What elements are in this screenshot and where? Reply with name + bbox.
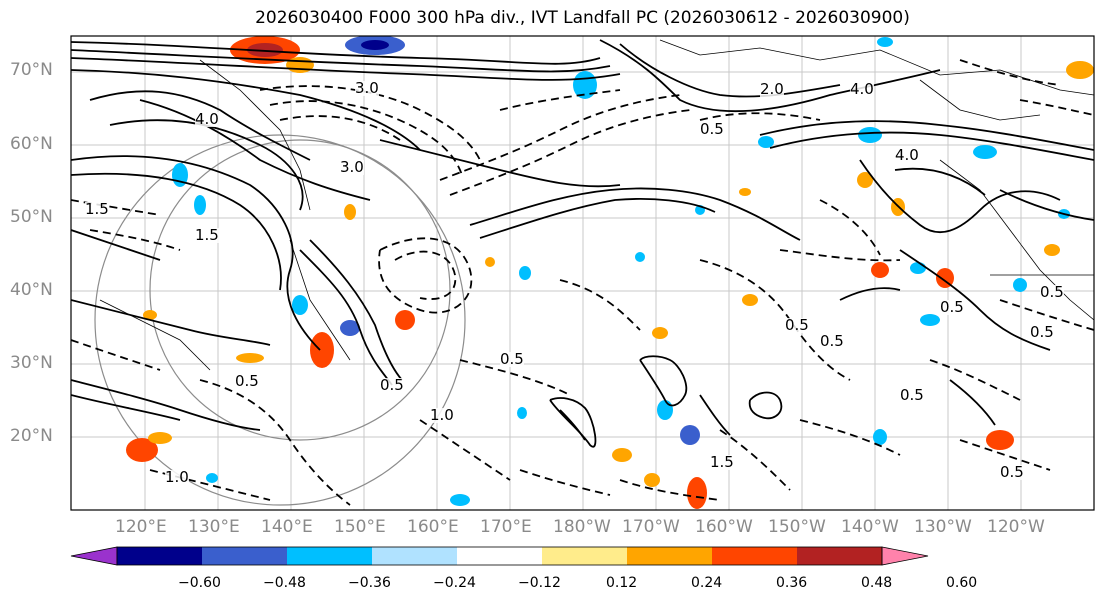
colorbar-box [457,547,542,565]
contour-label: 0.5 [380,376,404,394]
lat-label-50n: 50°N [10,207,53,227]
colorbar-tick: 0.24 [691,575,723,591]
contour-label: 2.0 [760,80,784,98]
contour-label: 4.0 [895,146,919,164]
colorbar-box [372,547,457,565]
lon-label-140e: 140°E [261,517,313,537]
contour-label: 4.0 [850,80,874,98]
contour-label: 1.5 [710,453,734,471]
colorbar-frame [116,546,883,566]
lon-label-150e: 150°E [334,517,386,537]
contour-label: 1.0 [430,406,454,424]
map-title: 2026030400 F000 300 hPa div., IVT Landfa… [255,8,910,28]
colorbar-box [797,547,882,565]
lon-label-130e: 130°E [188,517,240,537]
contour-label: 1.5 [85,200,109,218]
colorbar-tick: −0.12 [518,575,561,591]
contour-label: 0.5 [820,332,844,350]
gray-circle-overlay [94,134,466,506]
divergence-contours-dashed [71,59,1094,506]
ivt-contours-solid [71,39,1094,448]
contour-label: 0.5 [1030,323,1054,341]
colorbar-tick: 0.48 [861,575,893,591]
lon-label-120e: 120°E [115,517,167,537]
lon-label-160e: 160°E [407,517,459,537]
lon-label-160w: 160°W [695,517,753,537]
map-frame [70,35,1095,511]
colorbar-tick: 0.36 [776,575,808,591]
contour-label: 1.0 [165,468,189,486]
lon-label-170e: 170°E [480,517,532,537]
contour-label: 0.5 [940,298,964,316]
lon-label-140w: 140°W [841,517,899,537]
colorbar-tick: −0.24 [433,575,476,591]
lon-label-170w: 170°W [622,517,680,537]
colorbar-box [712,547,797,565]
lat-label-70n: 70°N [10,60,53,80]
colorbar-tick: 0.60 [946,575,978,591]
colorbar [70,546,929,566]
lon-label-150w: 150°W [768,517,826,537]
colorbar-box [287,547,372,565]
colorbar-extend-low [70,546,118,566]
colorbar-tick: 0.12 [606,575,638,591]
colorbar-box [542,547,627,565]
contour-label: 0.5 [900,386,924,404]
coastline [99,39,1094,371]
lon-label-180w: 180°W [553,517,611,537]
contour-label: 4.0 [195,110,219,128]
contour-label: 3.0 [340,158,364,176]
lat-label-40n: 40°N [10,280,53,300]
colorbar-box [627,547,712,565]
colorbar-tick: −0.60 [178,575,221,591]
contour-label: 0.5 [235,372,259,390]
colorbar-tick: −0.36 [348,575,391,591]
contour-label: 0.5 [500,350,524,368]
contour-label: 0.5 [1040,283,1064,301]
lon-label-120w: 120°W [987,517,1045,537]
colorbar-box [117,547,202,565]
lon-label-130w: 130°W [914,517,972,537]
lat-label-60n: 60°N [10,134,53,154]
lat-label-30n: 30°N [10,353,53,373]
contour-label: 3.0 [355,79,379,97]
contour-label: 0.5 [700,120,724,138]
colorbar-box [202,547,287,565]
contour-label: 1.5 [195,226,219,244]
contour-label: 0.5 [1000,463,1024,481]
lat-label-20n: 20°N [10,426,53,446]
colorbar-tick: −0.48 [263,575,306,591]
colorbar-extend-high [881,546,929,566]
contour-label: 0.5 [785,316,809,334]
